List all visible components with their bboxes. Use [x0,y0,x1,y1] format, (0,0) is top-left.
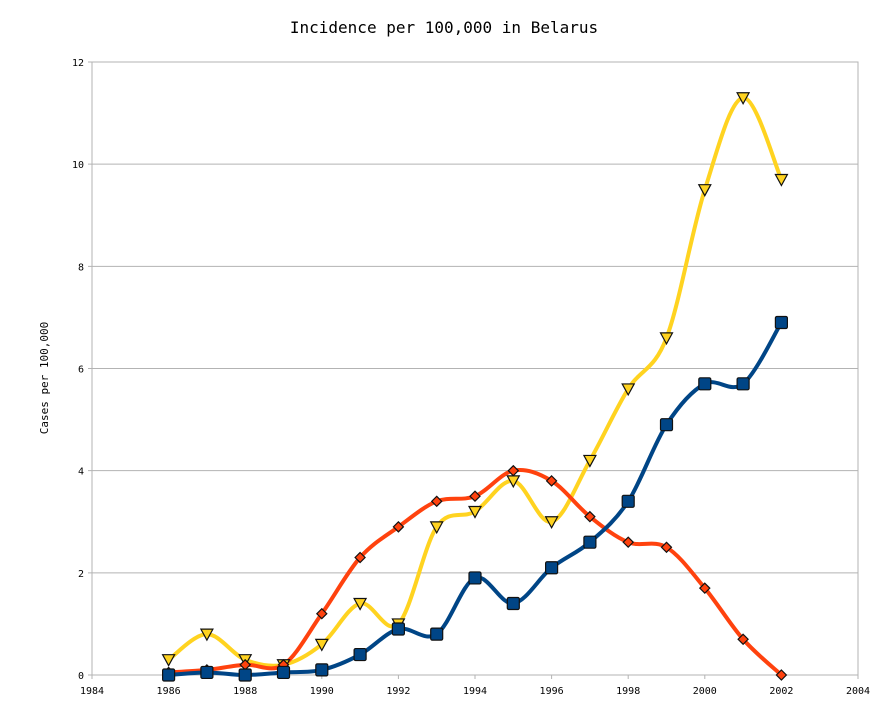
data-point-square [621,494,635,508]
x-tick-label: 1994 [463,686,487,697]
data-point-diamond [660,541,673,554]
data-point-triangle-down [736,92,751,106]
x-tick-label: 1996 [540,686,564,697]
data-point-square [315,663,329,677]
data-point-diamond [507,464,520,477]
data-point-square [200,665,214,680]
data-point-square [698,377,712,391]
data-point-diamond [622,536,635,549]
y-tick-label: 6 [78,365,84,376]
x-tick-label: 2000 [693,686,717,697]
data-point-square [391,622,405,636]
x-tick-label: 1986 [157,686,181,697]
data-point-square [544,561,559,575]
data-point-square [276,665,291,680]
data-point-triangle-down [429,521,444,535]
data-point-triangle-down [544,516,559,530]
x-tick-label: 1998 [616,686,640,697]
data-point-diamond [545,475,558,487]
data-point-square [238,668,252,682]
data-point-square [353,647,367,662]
y-tick-label: 0 [78,671,84,682]
y-tick-label: 2 [78,569,84,580]
data-point-triangle-down [582,454,597,468]
data-point-triangle-down [697,184,712,197]
x-tick-label: 1990 [310,686,334,697]
data-point-diamond [775,669,788,681]
data-point-diamond [430,495,443,508]
data-point-diamond [584,510,596,523]
data-point-triangle-down [467,505,483,519]
data-point-square [506,596,520,611]
chart-title: Incidence per 100,000 in Belarus [290,18,598,37]
y-axis-label: Cases per 100,000 [38,322,51,435]
data-point-triangle-down [621,383,636,397]
data-point-triangle-down [199,628,214,642]
data-point-diamond [698,582,711,595]
data-point-square [583,535,597,549]
x-tick-label: 2004 [846,686,870,697]
data-point-square [774,315,789,330]
data-point-square [162,668,176,682]
x-tick-label: 1984 [80,686,104,697]
data-point-triangle-down [659,332,674,346]
data-point-square [659,418,674,432]
y-tick-label: 4 [78,467,84,478]
data-point-diamond [315,607,328,620]
data-point-diamond [737,633,749,646]
data-point-triangle-down [353,597,368,611]
data-point-square [430,627,444,641]
y-tick-label: 12 [72,58,84,69]
x-tick-label: 1988 [233,686,257,697]
data-point-diamond [469,490,481,503]
x-tick-label: 1992 [386,686,410,697]
data-point-square [736,377,750,391]
x-tick-label: 2002 [769,686,793,697]
data-point-diamond [392,521,405,533]
data-point-triangle-down [161,654,176,667]
y-tick-label: 8 [78,262,84,273]
data-point-triangle-down [774,173,789,187]
data-point-square [468,571,482,585]
data-point-diamond [354,551,366,564]
y-tick-label: 10 [72,160,84,171]
data-point-triangle-down [314,638,329,652]
